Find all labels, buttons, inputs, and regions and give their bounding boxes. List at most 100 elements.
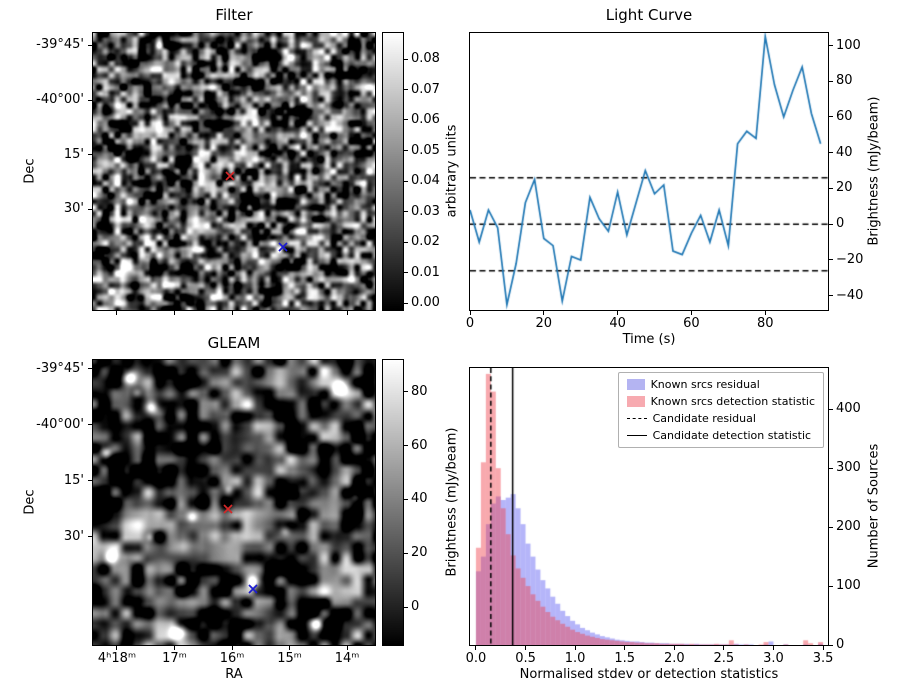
tick-mark [88, 368, 92, 370]
tick-label: 0.00 [411, 295, 440, 311]
tick-mark [88, 44, 92, 46]
tick-label: 40 [609, 316, 626, 331]
tick-label: 0.03 [411, 203, 440, 219]
gleam-sky-image [92, 359, 376, 646]
histogram-xlabel: Normalised stdev or detection statistics [519, 667, 779, 682]
tick-label: 30' [63, 201, 84, 217]
tick-mark [543, 311, 545, 315]
tick-label: 0.05 [411, 142, 440, 158]
gleam-colorbar-label: Brightness (mJy/beam) [444, 427, 460, 577]
legend-label: Candidate detection statistic [652, 429, 812, 442]
tick-label: 0.5 [515, 651, 536, 666]
tick-mark [829, 187, 833, 189]
tick-label: 30' [63, 528, 84, 544]
legend-entry-candidate-detection-statistic: Candidate detection statistic [626, 429, 815, 442]
tick-label: 60 [836, 108, 853, 124]
tick-mark [404, 119, 408, 121]
tick-mark [116, 311, 118, 315]
tick-label: −40 [836, 287, 864, 303]
tick-label: 100 [836, 37, 861, 53]
tick-label: 0.02 [411, 234, 440, 250]
tick-mark [231, 646, 233, 650]
tick-mark [404, 180, 408, 182]
gleam-candidate-marker-red-cross-icon [223, 500, 234, 514]
tick-mark [404, 302, 408, 304]
tick-mark [617, 311, 619, 315]
tick-label: 0 [465, 316, 475, 331]
tick-label: 0 [411, 599, 420, 615]
tick-mark [525, 646, 527, 650]
tick-label: 0.06 [411, 111, 440, 127]
tick-mark [289, 646, 291, 650]
tick-mark [88, 208, 92, 210]
tick-label: 3.5 [812, 651, 834, 666]
tick-label: 0.0 [465, 651, 487, 666]
tick-mark [624, 646, 626, 650]
tick-label: 60 [411, 437, 428, 453]
tick-label: 40 [836, 144, 853, 160]
filter-colorbar-label: arbitrary units [444, 124, 460, 218]
tick-label: 0.08 [411, 51, 440, 67]
tick-mark [829, 295, 833, 297]
tick-label: 0.01 [411, 264, 440, 280]
tick-label: 0 [836, 216, 845, 232]
legend-entry-known-residual: Known srcs residual [626, 378, 815, 391]
tick-mark [404, 552, 408, 554]
tick-mark [772, 646, 774, 650]
tick-label: 1.0 [564, 651, 586, 666]
tick-mark [88, 99, 92, 101]
histogram-legend: Known srcs residual Known srcs detection… [617, 372, 824, 448]
tick-mark [829, 223, 833, 225]
filter-title: Filter [215, 6, 253, 24]
tick-label: 60 [683, 316, 700, 331]
tick-mark [829, 259, 833, 261]
tick-mark [346, 646, 348, 650]
tick-mark [690, 311, 692, 315]
light-curve-plot [469, 32, 829, 311]
tick-label: -39°45' [36, 37, 84, 53]
tick-mark [404, 445, 408, 446]
tick-label: 15ᵐ [277, 651, 302, 666]
tick-mark [404, 498, 408, 500]
tick-label: 400 [836, 401, 861, 417]
tick-label: 15' [63, 146, 84, 162]
legend-dashed-line-icon [626, 418, 647, 419]
tick-label: 14ᵐ [334, 651, 360, 666]
tick-label: 200 [836, 519, 861, 535]
light-curve-title: Light Curve [605, 6, 693, 24]
legend-label: Known srcs detection statistic [650, 395, 815, 408]
tick-mark [673, 646, 675, 650]
tick-mark [404, 391, 408, 393]
tick-label: 4ʰ18ᵐ [97, 651, 137, 666]
tick-mark [829, 408, 833, 410]
tick-mark [404, 89, 408, 90]
legend-label: Known srcs residual [650, 378, 760, 391]
light-curve-xlabel: Time (s) [622, 332, 676, 347]
tick-mark [88, 424, 92, 426]
filter-candidate-marker-red-cross-icon [224, 166, 235, 181]
gleam-colorbar [382, 359, 404, 646]
tick-mark [475, 646, 477, 650]
tick-mark [404, 58, 408, 60]
tick-mark [829, 526, 833, 528]
histogram-ylabel: Number of Sources [866, 443, 882, 569]
gleam-title: GLEAM [207, 334, 261, 352]
legend-solid-line-icon [626, 435, 647, 436]
tick-mark [289, 311, 291, 315]
tick-label: 0.04 [411, 173, 440, 189]
tick-label: 20 [535, 316, 553, 331]
tick-label: 40 [411, 491, 428, 507]
tick-mark [231, 311, 233, 315]
tick-label: 3.0 [763, 651, 784, 666]
tick-mark [173, 311, 175, 315]
tick-label: -39°45' [36, 360, 84, 376]
legend-entry-known-detection-statistic: Known srcs detection statistic [626, 395, 815, 408]
gleam-xlabel-ra: RA [225, 667, 243, 682]
tick-label: 80 [836, 73, 853, 89]
legend-label: Candidate residual [652, 412, 756, 425]
tick-mark [88, 154, 92, 156]
legend-entry-candidate-residual: Candidate residual [626, 412, 815, 425]
gleam-reference-marker-blue-cross-icon [247, 580, 258, 594]
tick-label: 300 [836, 460, 861, 476]
